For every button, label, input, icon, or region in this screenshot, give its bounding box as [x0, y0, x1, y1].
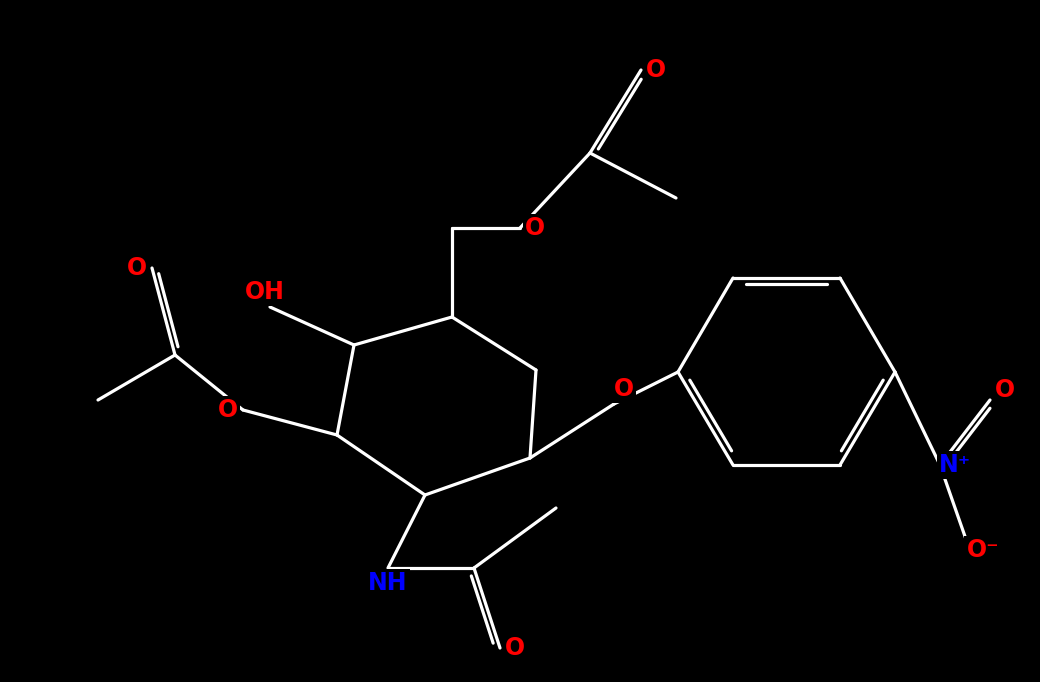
Text: NH: NH [368, 571, 408, 595]
Text: O⁻: O⁻ [967, 538, 999, 562]
Text: O: O [525, 216, 545, 240]
Text: N⁺: N⁺ [939, 453, 971, 477]
Text: O: O [614, 377, 634, 401]
Text: O: O [995, 378, 1015, 402]
Text: O: O [218, 398, 238, 422]
Text: O: O [127, 256, 147, 280]
Text: O: O [505, 636, 525, 660]
Text: OH: OH [245, 280, 285, 304]
Text: O: O [646, 58, 666, 82]
